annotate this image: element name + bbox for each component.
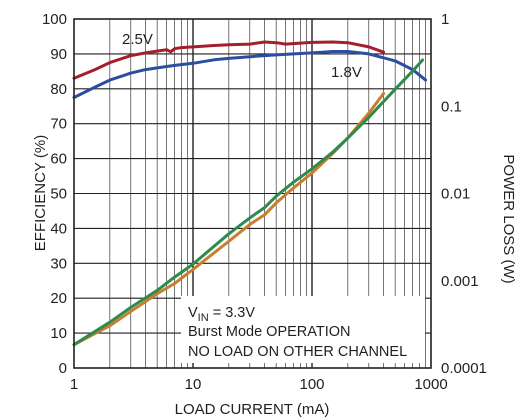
series-lines <box>72 40 428 347</box>
annotation-mode: Burst Mode OPERATION <box>188 324 351 340</box>
plot-frame <box>73 18 432 369</box>
annotation-box <box>181 296 425 363</box>
annotation-vin-main: V <box>188 305 198 321</box>
y2-tick-label: 1 <box>441 11 449 28</box>
y-axis-tick-labels: 0 10 20 30 40 50 60 70 80 90 100 <box>42 11 67 377</box>
y-tick-label: 60 <box>50 151 67 168</box>
y-tick-label: 90 <box>50 46 67 63</box>
y-tick-label: 0 <box>59 360 67 377</box>
x-axis-tick-labels: 1 10 100 1000 <box>70 376 448 393</box>
annotation-load: NO LOAD ON OTHER CHANNEL <box>188 344 407 360</box>
series-line-1 <box>72 50 428 99</box>
y2-tick-label: 0.001 <box>441 273 479 290</box>
x-axis-title: LOAD CURRENT (mA) <box>175 401 330 418</box>
y-tick-label: 30 <box>50 255 67 272</box>
x-tick-label: 1000 <box>414 376 447 393</box>
series-line-3 <box>72 58 425 347</box>
series-label-1v8: 1.8V <box>331 64 362 81</box>
annotation-vin-rest: = 3.3V <box>209 305 256 321</box>
y2-tick-label: 0.1 <box>441 98 462 115</box>
y-tick-label: 50 <box>50 186 67 203</box>
y-tick-label: 20 <box>50 290 67 307</box>
y2-tick-label: 0.0001 <box>441 360 487 377</box>
annotation-vin-sub: IN <box>198 312 209 324</box>
y2-axis-title: POWER LOSS (W) <box>500 154 517 283</box>
x-tick-label: 10 <box>185 376 202 393</box>
x-tick-label: 1 <box>70 376 78 393</box>
y-tick-label: 10 <box>50 325 67 342</box>
series-line-0 <box>72 40 386 80</box>
y-tick-label: 80 <box>50 81 67 98</box>
y-tick-label: 100 <box>42 11 67 28</box>
x-tick-label: 100 <box>299 376 324 393</box>
y-tick-label: 70 <box>50 116 67 133</box>
y-tick-label: 40 <box>50 220 67 237</box>
annotation-vin: VIN = 3.3V <box>188 305 255 324</box>
y2-axis-tick-labels: 0.0001 0.001 0.01 0.1 1 <box>441 11 487 377</box>
y2-tick-label: 0.01 <box>441 186 470 203</box>
y-axis-title: EFFICIENCY (%) <box>32 135 49 251</box>
series-label-2v5: 2.5V <box>122 31 153 48</box>
